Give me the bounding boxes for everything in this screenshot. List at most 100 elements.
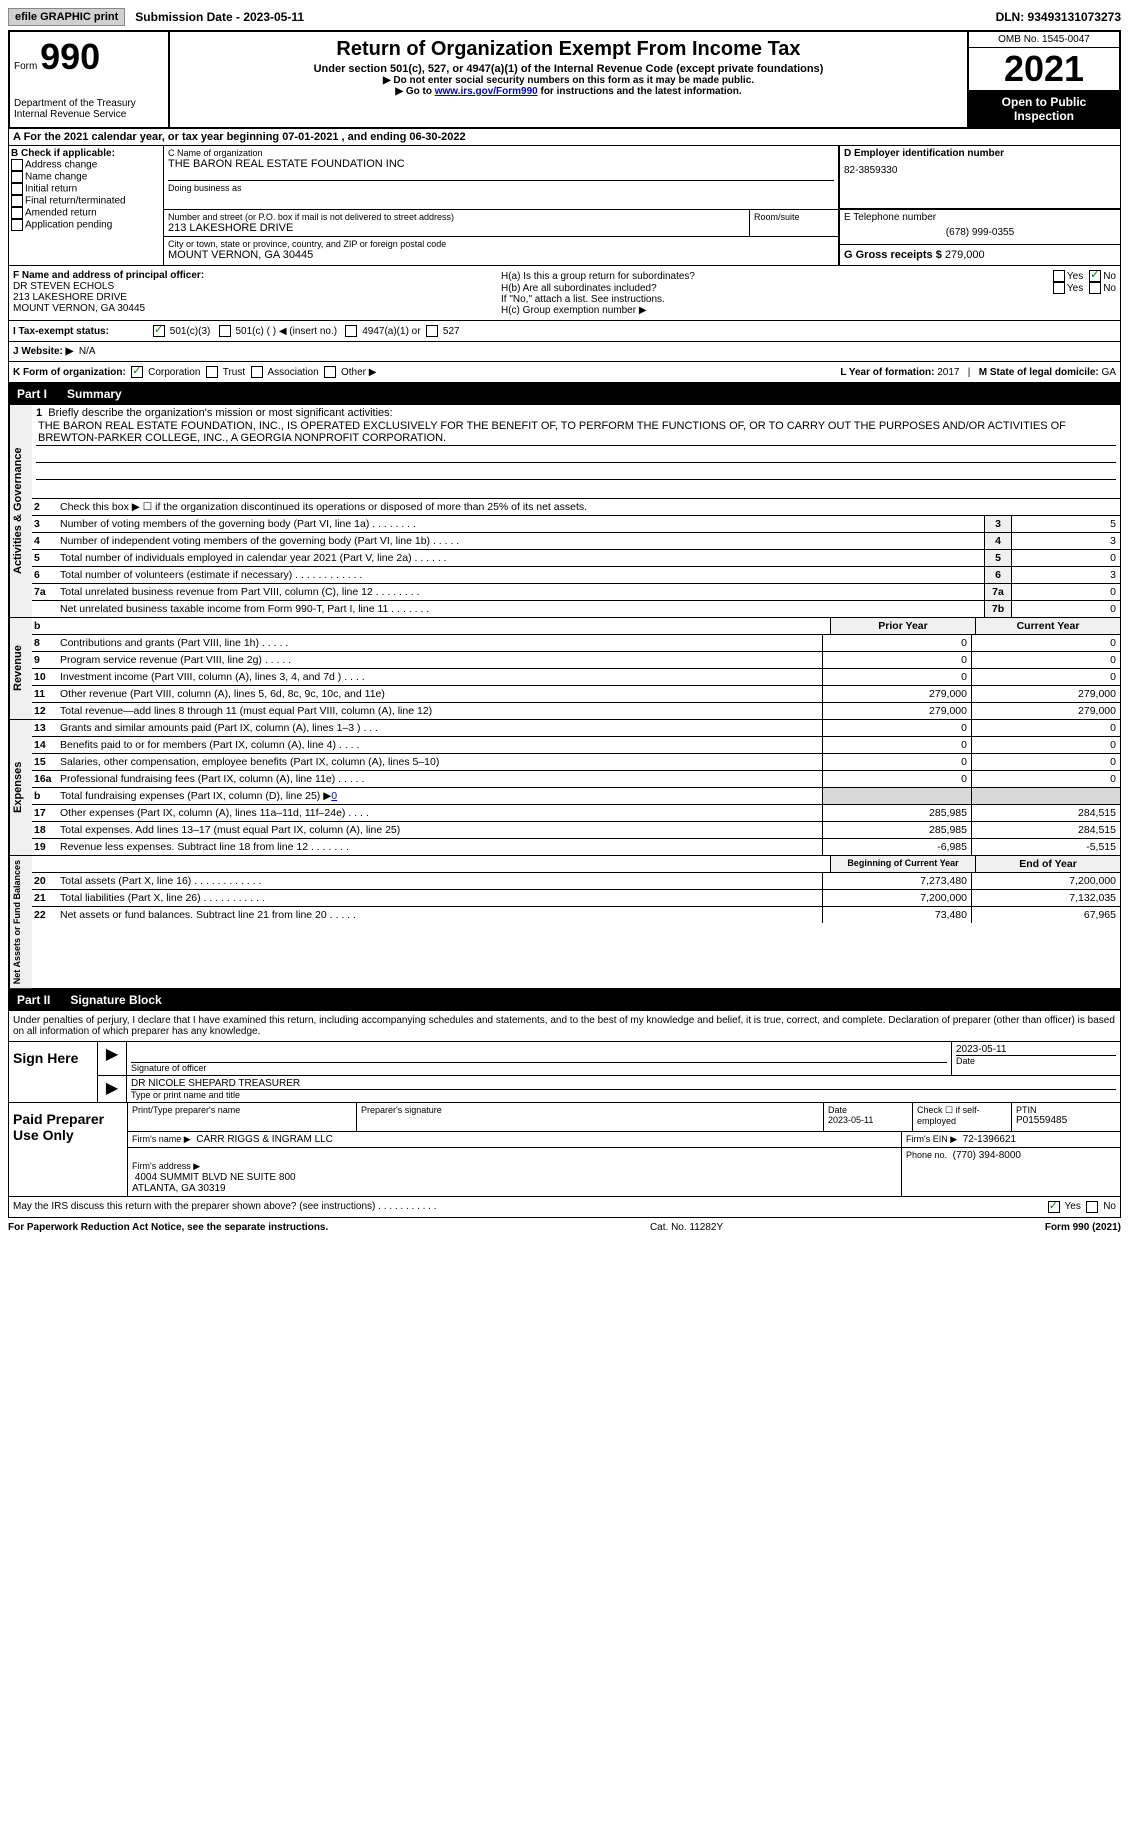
check-address[interactable]: Address change <box>11 159 161 171</box>
line7b-val: 0 <box>1011 601 1120 617</box>
line6-val: 3 <box>1011 567 1120 583</box>
line19-p: -6,985 <box>822 839 971 855</box>
line21-c: 7,132,035 <box>971 890 1120 906</box>
section-revenue: Revenue bPrior YearCurrent Year 8Contrib… <box>8 618 1121 720</box>
check-pending[interactable]: Application pending <box>11 219 161 231</box>
irs-link[interactable]: www.irs.gov/Form990 <box>435 86 538 97</box>
check-other[interactable] <box>324 366 336 378</box>
form-title: Return of Organization Exempt From Incom… <box>174 38 963 61</box>
ptin-label: PTIN <box>1016 1105 1116 1115</box>
discuss-text: May the IRS discuss this return with the… <box>13 1201 1048 1213</box>
line16a-p: 0 <box>822 771 971 787</box>
name-title-label: Type or print name and title <box>131 1089 1116 1100</box>
discuss-no-checkbox[interactable] <box>1086 1201 1098 1213</box>
f-label: F Name and address of principal officer: <box>13 270 204 281</box>
check-amended[interactable]: Amended return <box>11 207 161 219</box>
ein-value: 82-3859330 <box>844 159 1116 182</box>
discuss-no-label: No <box>1103 1201 1116 1213</box>
line17: Other expenses (Part IX, column (A), lin… <box>58 805 822 821</box>
part1-title: Summary <box>67 387 122 401</box>
col-d-block: D Employer identification number 82-3859… <box>839 146 1120 209</box>
line1-block: 1 Briefly describe the organization's mi… <box>32 405 1120 499</box>
line15-c: 0 <box>971 754 1120 770</box>
hb-yes-checkbox[interactable] <box>1053 282 1065 294</box>
line9: Program service revenue (Part VIII, line… <box>58 652 822 668</box>
check-4947[interactable] <box>345 325 357 337</box>
vlabel-expenses: Expenses <box>9 720 32 855</box>
header-right: OMB No. 1545-0047 2021 Open to Public In… <box>967 32 1119 127</box>
fundraising-link[interactable]: 0 <box>331 790 337 802</box>
self-employed-check[interactable]: Check ☐ if self-employed <box>913 1103 1012 1131</box>
line17-p: 285,985 <box>822 805 971 821</box>
line22-c: 67,965 <box>971 907 1120 923</box>
firm-phone-label: Phone no. <box>906 1150 947 1160</box>
prior-header: Prior Year <box>830 618 975 634</box>
label-501c: 501(c) ( ) ◀ (insert no.) <box>235 326 337 337</box>
ha-no-checkbox[interactable] <box>1089 270 1101 282</box>
hb-no-label: No <box>1103 283 1116 294</box>
line21-p: 7,200,000 <box>822 890 971 906</box>
ha-label: H(a) Is this a group return for subordin… <box>501 271 1053 282</box>
j-label: J Website: ▶ <box>13 346 73 357</box>
firm-name: CARR RIGGS & INGRAM LLC <box>196 1134 333 1145</box>
hb-label: H(b) Are all subordinates included? <box>501 283 1053 294</box>
check-final[interactable]: Final return/terminated <box>11 195 161 207</box>
check-assoc[interactable] <box>251 366 263 378</box>
check-corp[interactable] <box>131 366 143 378</box>
line15-p: 0 <box>822 754 971 770</box>
hb-no-checkbox[interactable] <box>1089 282 1101 294</box>
line9-c: 0 <box>971 652 1120 668</box>
part2-title: Signature Block <box>70 993 161 1007</box>
line19: Revenue less expenses. Subtract line 18 … <box>58 839 822 855</box>
line18-p: 285,985 <box>822 822 971 838</box>
addr-label: Number and street (or P.O. box if mail i… <box>168 212 745 222</box>
form-header: Form 990 Department of the Treasury Inte… <box>8 30 1121 129</box>
line11-c: 279,000 <box>971 686 1120 702</box>
check-501c3[interactable] <box>153 325 165 337</box>
discuss-yes-checkbox[interactable] <box>1048 1201 1060 1213</box>
sig-officer-label: Signature of officer <box>131 1062 947 1073</box>
line16b: Total fundraising expenses (Part IX, col… <box>58 788 822 804</box>
hc-label: H(c) Group exemption number ▶ <box>501 305 1116 316</box>
line11: Other revenue (Part VIII, column (A), li… <box>58 686 822 702</box>
line22: Net assets or fund balances. Subtract li… <box>58 907 822 923</box>
part2-num: Part II <box>17 993 50 1007</box>
sign-here-label: Sign Here <box>9 1042 98 1102</box>
m-value: GA <box>1102 367 1116 378</box>
addr-cell: Number and street (or P.O. box if mail i… <box>164 210 750 236</box>
vlabel-netassets: Net Assets or Fund Balances <box>9 856 32 988</box>
line10-c: 0 <box>971 669 1120 685</box>
prep-sig-label: Preparer's signature <box>361 1105 819 1115</box>
check-trust[interactable] <box>206 366 218 378</box>
part2-header: Part II Signature Block <box>8 989 1121 1011</box>
line20-c: 7,200,000 <box>971 873 1120 889</box>
line8: Contributions and grants (Part VIII, lin… <box>58 635 822 651</box>
open-inspection: Open to Public Inspection <box>969 91 1119 127</box>
check-name[interactable]: Name change <box>11 171 161 183</box>
line2: Check this box ▶ ☐ if the organization d… <box>58 499 1120 515</box>
instr-ssn: ▶ Do not enter social security numbers o… <box>174 75 963 86</box>
line16b-p <box>822 788 971 804</box>
check-501c[interactable] <box>219 325 231 337</box>
hb-yes-label: Yes <box>1067 283 1083 294</box>
fh-row: F Name and address of principal officer:… <box>8 266 1121 321</box>
label-other: Other ▶ <box>341 367 376 378</box>
label-assoc: Association <box>268 367 319 378</box>
line12-c: 279,000 <box>971 703 1120 719</box>
line13-p: 0 <box>822 720 971 736</box>
check-initial[interactable]: Initial return <box>11 183 161 195</box>
section-activities: Activities & Governance 1 Briefly descri… <box>8 405 1121 618</box>
col-b-heading: B Check if applicable: <box>11 148 161 159</box>
line5-val: 0 <box>1011 550 1120 566</box>
m-label: M State of legal domicile: <box>979 367 1099 378</box>
efile-button[interactable]: efile GRAPHIC print <box>8 8 125 26</box>
line19-c: -5,515 <box>971 839 1120 855</box>
discuss-yes-label: Yes <box>1065 1201 1081 1213</box>
section-expenses: Expenses 13Grants and similar amounts pa… <box>8 720 1121 856</box>
sign-here-block: Sign Here ▶ Signature of officer 2023-05… <box>8 1042 1121 1103</box>
addr-value: 213 LAKESHORE DRIVE <box>168 222 745 234</box>
e-label: E Telephone number <box>844 212 1116 223</box>
check-527[interactable] <box>426 325 438 337</box>
ha-yes-checkbox[interactable] <box>1053 270 1065 282</box>
city-label: City or town, state or province, country… <box>168 239 834 249</box>
